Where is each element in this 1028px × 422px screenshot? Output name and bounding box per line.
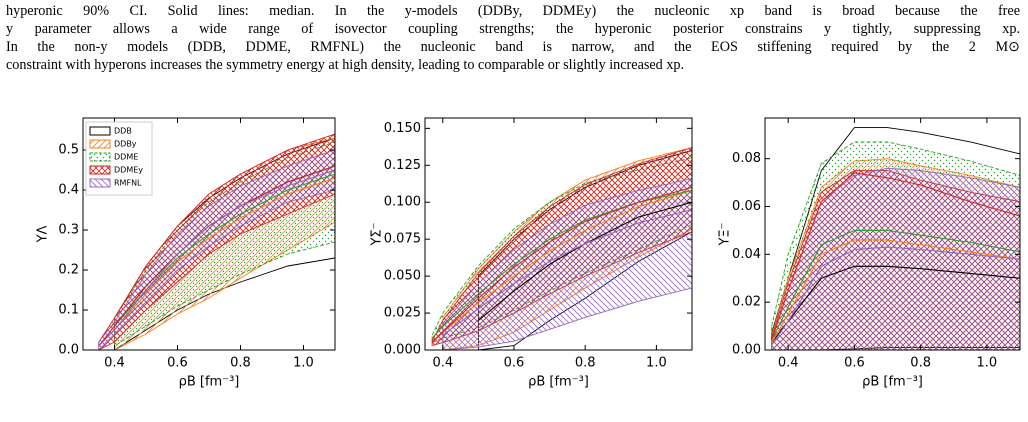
- plot-area: [431, 147, 692, 350]
- axes-frame: [424, 117, 693, 351]
- y-tick-label: 0.075: [384, 232, 421, 247]
- caption-line: hyperonic 90% CI. Solid lines: median. I…: [6, 3, 1020, 19]
- legend-swatch: [89, 178, 111, 188]
- plot-area: [98, 133, 335, 350]
- median-line: [442, 189, 692, 333]
- y-axis-label: YΞ⁻: [718, 222, 733, 246]
- legend-swatch: [89, 139, 111, 149]
- median-line: [442, 209, 692, 336]
- plot-area: [771, 127, 1020, 350]
- y-tick-label: 0.025: [384, 306, 421, 321]
- panel: 0.00 0.02 0.04 0.06 0.08 0.4 0.6 0.8 1.0 ρB [fm⁻³…: [718, 117, 1021, 390]
- legend: DDB DDBy DDME DDMEy RMFNL: [85, 121, 153, 196]
- y-tick-label: 0.1: [58, 303, 79, 318]
- legend-label: DDME: [114, 153, 138, 162]
- y-tick-label: 0.125: [384, 158, 421, 173]
- x-tick-label: 1.0: [977, 356, 998, 371]
- x-axis-label: ρB [fm⁻³]: [862, 375, 923, 390]
- x-tick-label: 0.6: [844, 356, 865, 371]
- x-tick-label: 0.8: [575, 356, 596, 371]
- y-tick-label: 0.02: [732, 295, 761, 310]
- y-axis-label: YΛ: [36, 225, 51, 243]
- x-axis-label: ρB [fm⁻³]: [528, 375, 589, 390]
- caption-line: In the non-y models (DDB, DDME, RMFNL) t…: [6, 39, 1020, 55]
- x-tick-label: 0.8: [230, 356, 251, 371]
- ci-band: [771, 167, 1020, 350]
- legend-label: DDB: [114, 127, 132, 136]
- x-tick-label: 0.4: [778, 356, 799, 371]
- y-tick-label: 0.5: [58, 143, 79, 158]
- legend-label: RMFNL: [114, 179, 142, 188]
- caption: hyperonic 90% CI. Solid lines: median. I…: [6, 2, 1020, 74]
- y-tick-label: 0.100: [384, 195, 421, 210]
- y-tick-label: 0.06: [732, 199, 761, 214]
- x-tick-label: 0.6: [167, 356, 188, 371]
- y-tick-label: 0.08: [732, 151, 761, 166]
- median-line: [114, 177, 335, 331]
- legend-swatch: [89, 152, 111, 162]
- median-line: [771, 172, 1020, 341]
- y-tick-label: 0.0: [58, 343, 79, 358]
- median-line: [98, 169, 335, 347]
- x-tick-label: 0.4: [104, 356, 125, 371]
- y-tick-label: 0.4: [58, 183, 79, 198]
- y-tick-label: 0.00: [732, 343, 761, 358]
- caption-line: constraint with hyperons increases the s…: [6, 57, 685, 73]
- median-line: [771, 265, 1020, 344]
- y-tick-label: 0.3: [58, 223, 79, 238]
- y-tick-label: 0.050: [384, 269, 421, 284]
- y-axis-label: YΣ⁻: [370, 222, 385, 246]
- y-tick-label: 0.150: [384, 121, 421, 136]
- x-tick-label: 1.0: [293, 356, 314, 371]
- x-axis-label: ρB [fm⁻³]: [179, 375, 240, 390]
- legend-label: DDBy: [114, 140, 137, 149]
- legend-swatch: [89, 126, 111, 136]
- caption-line: y parameter allows a wide range of isove…: [6, 21, 1020, 37]
- panel: 0.0 0.1 0.2 0.3 0.4 0.5 0.4 0.6 0.8 1.0 ρB [fm⁻³] Y…: [36, 117, 336, 390]
- median-line: [771, 229, 1020, 341]
- ci-band: [771, 127, 1020, 350]
- median-line: [771, 246, 1020, 346]
- x-tick-label: 0.8: [910, 356, 931, 371]
- legend-swatch: [89, 165, 111, 175]
- x-tick-label: 1.0: [646, 356, 667, 371]
- median-line: [431, 186, 692, 344]
- axes-frame: [764, 117, 1021, 351]
- legend-label: DDMEy: [114, 166, 143, 175]
- y-tick-label: 0.04: [732, 247, 761, 262]
- x-tick-label: 0.6: [504, 356, 525, 371]
- median-line: [478, 201, 692, 321]
- y-tick-label: 0.000: [384, 343, 421, 358]
- median-line: [771, 239, 1020, 344]
- y-tick-label: 0.2: [58, 263, 79, 278]
- x-tick-label: 0.4: [432, 356, 453, 371]
- axes-frame: [82, 117, 336, 351]
- panel: 0.000 0.025 0.050 0.075 0.100 0.125 0.150 0.4 0.…: [370, 117, 693, 390]
